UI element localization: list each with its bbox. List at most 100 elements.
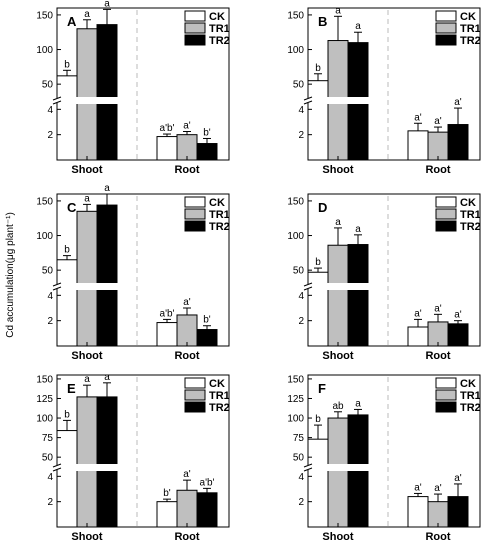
category-label-shoot: Shoot [322,350,353,362]
bar-TR2-Shoot [96,204,118,347]
bar-break [307,283,329,290]
axis-break-mark [303,96,313,101]
legend-swatch-ck [435,10,457,22]
legend-label-ck: CK [460,197,476,209]
legend-label-tr2: TR2 [460,35,481,47]
significance-label: a [335,217,341,228]
legend-swatch-tr2 [184,401,206,413]
significance-label: a' [434,483,442,494]
y-tick-label: 50 [42,80,54,91]
panel-letter: C [67,200,77,215]
significance-label: a [355,224,361,235]
legend-label-ck: CK [209,11,225,23]
significance-label: a [104,372,110,383]
bar-CK-Root [407,496,429,528]
y-tick-label: 125 [36,394,53,405]
significance-label: a [104,0,110,9]
bar-TR2-Root [447,496,469,528]
legend-label-ck: CK [209,197,225,209]
bar-TR1-Shoot [76,396,98,528]
category-label-shoot: Shoot [322,164,353,176]
category-label-shoot: Shoot [71,164,102,176]
significance-label: a [84,193,90,204]
category-label-shoot: Shoot [71,531,102,543]
legend-label-tr2: TR2 [209,35,230,47]
y-tick-label: 50 [42,266,54,277]
significance-label: b [64,59,70,70]
bar-break [56,97,78,104]
axis-break-mark [52,467,62,472]
bar-TR2-Root [447,323,469,347]
bar-TR2-Shoot [347,244,369,347]
significance-label: a' [414,482,422,493]
significance-label: a'b' [160,123,175,134]
bar-break [347,97,369,104]
legend-swatch-tr1 [184,389,206,401]
legend-swatch-tr1 [184,22,206,34]
significance-label: a [355,398,361,409]
significance-label: a' [183,469,191,480]
y-tick-label: 2 [298,316,304,327]
panel-F: bab a a' a' a' 50 75 100 125 150 2 4 Shoot Root F CKTR1… [287,374,480,543]
axis-break-mark [303,286,313,291]
y-axis-label: Cd accumulation(μg plant⁻¹) [5,212,16,338]
bar-CK-Root [156,136,178,161]
legend-label-tr1: TR1 [209,209,230,221]
axis-break-gap [304,465,312,470]
legend-label-tr1: TR1 [460,209,481,221]
axis-break-mark [303,463,313,468]
category-label-root: Root [425,164,450,176]
legend-label-tr1: TR1 [209,23,230,35]
bar-break [76,283,98,290]
significance-label: a'b' [160,308,175,319]
y-tick-label: 50 [293,80,305,91]
y-tick-label: 150 [36,196,53,207]
y-tick-label: 150 [287,10,304,21]
legend-swatch-ck [435,196,457,208]
significance-label: b [315,257,321,268]
significance-label: a [335,5,341,16]
bar-CK-Root [156,501,178,528]
plot-frame [56,374,230,528]
y-tick-label: 150 [287,374,304,385]
bar-CK-Root [156,322,178,347]
axis-break-gap [304,284,312,289]
y-tick-label: 2 [47,316,53,327]
legend-label-tr2: TR2 [460,402,481,414]
bar-TR2-Root [447,124,469,161]
panel-letter: E [67,381,76,396]
axis-break-gap [53,284,61,289]
y-tick-label: 125 [287,394,304,405]
category-label-root: Root [174,531,199,543]
significance-label: a [355,21,361,32]
panel-letter: B [318,14,327,29]
y-tick-label: 50 [293,453,305,464]
significance-label: a' [454,310,462,321]
y-tick-label: 4 [47,291,53,302]
category-label-root: Root [174,164,199,176]
bar-TR2-Shoot [96,24,118,161]
legend-swatch-ck [184,10,206,22]
bar-CK-Shoot [56,259,78,347]
significance-label: a' [434,116,442,127]
legend-swatch-tr2 [435,34,457,46]
axis-break-mark [52,463,62,468]
y-tick-label: 2 [298,130,304,141]
legend-swatch-ck [435,377,457,389]
legend-swatch-tr1 [184,208,206,220]
legend-label-tr1: TR1 [460,390,481,402]
bar-TR1-Shoot [327,417,349,528]
y-tick-label: 2 [298,497,304,508]
legend-label-ck: CK [460,378,476,390]
legend-swatch-tr1 [435,389,457,401]
bar-CK-Shoot [56,430,78,528]
bar-TR2-Shoot [96,396,118,528]
y-tick-label: 150 [36,374,53,385]
significance-label: a' [183,121,191,132]
bar-break [96,283,118,290]
bar-break [347,283,369,290]
